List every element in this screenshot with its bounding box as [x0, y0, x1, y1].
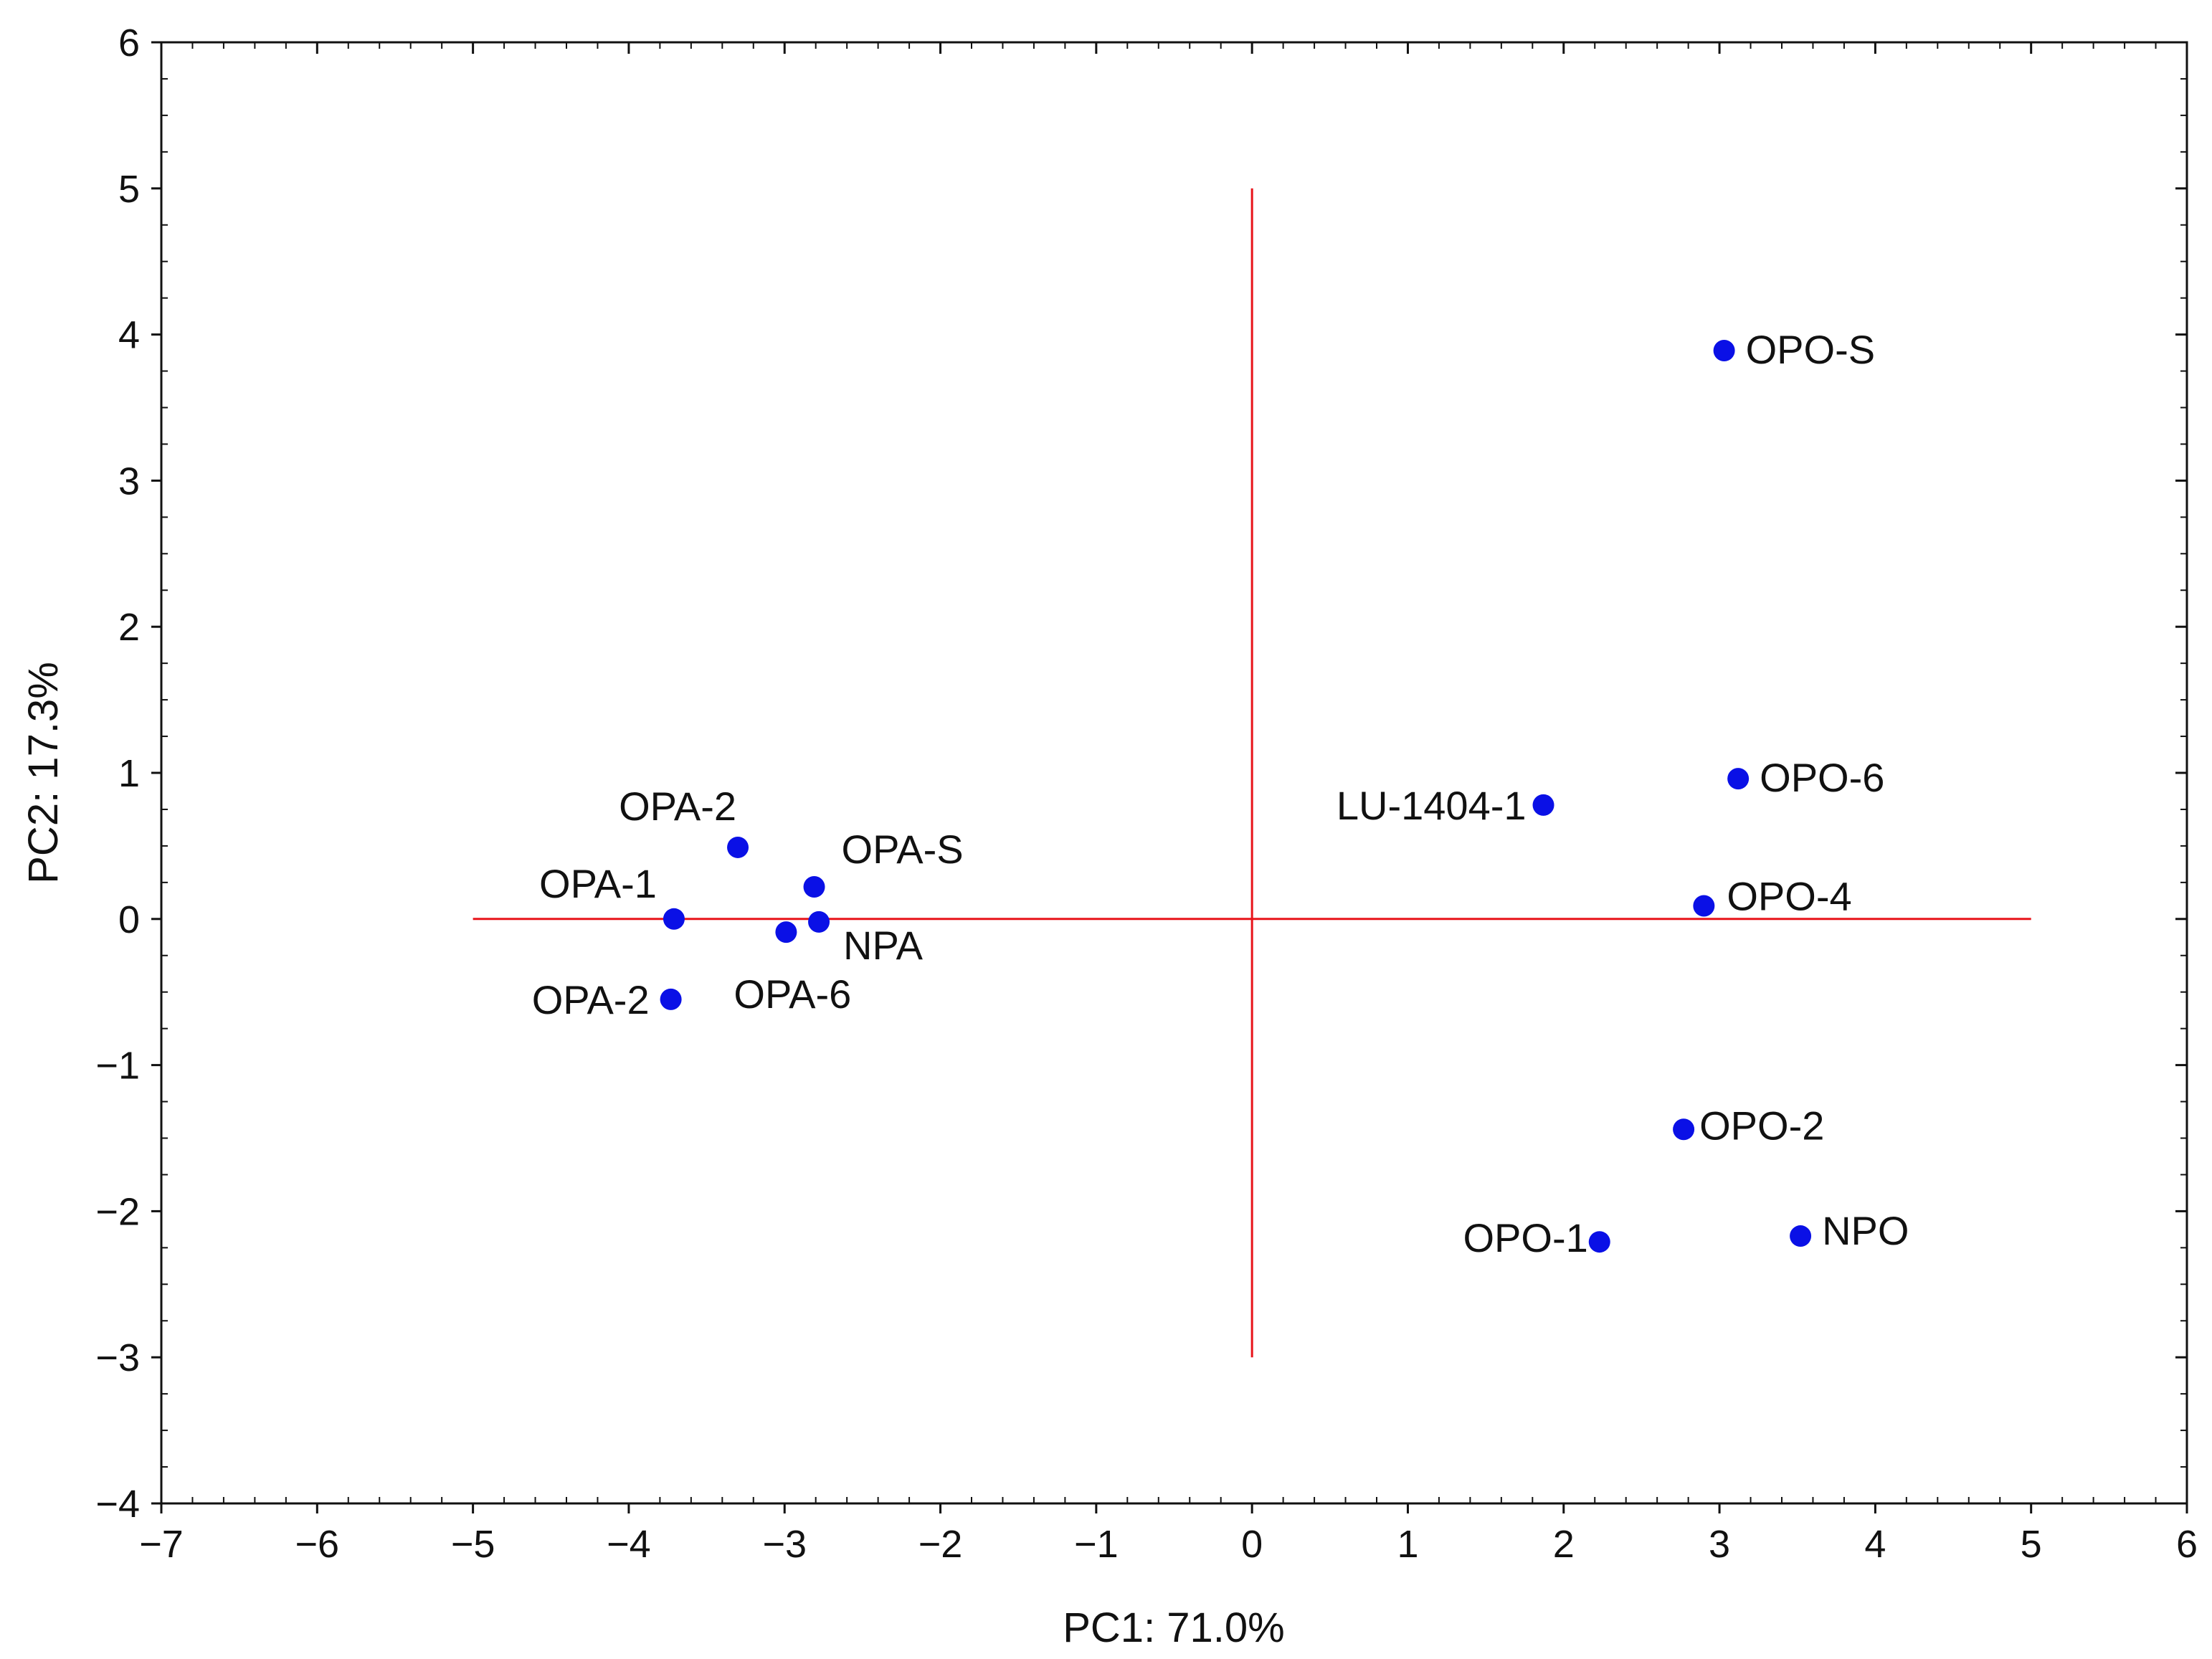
point-label: OPO-1	[1463, 1215, 1587, 1260]
y-axis-title: PC2: 17.3%	[20, 662, 67, 884]
y-tick-label: 2	[118, 606, 140, 649]
point-label: OPO-4	[1727, 873, 1851, 918]
point-label: OPA-1	[539, 861, 657, 906]
point-label: OPA-S	[842, 827, 964, 872]
data-point	[803, 875, 825, 898]
y-tick-label: 3	[118, 460, 140, 503]
data-point	[1790, 1225, 1812, 1247]
point-label: OPA-6	[734, 971, 851, 1017]
y-tick-label: 6	[118, 22, 140, 65]
data-point	[1532, 794, 1554, 816]
data-point	[727, 836, 749, 858]
x-tick-label: −3	[762, 1523, 807, 1566]
x-tick-label: −7	[139, 1523, 184, 1566]
point-label: OPO-2	[1699, 1103, 1824, 1148]
x-tick-label: 4	[1864, 1523, 1886, 1566]
data-point	[1713, 340, 1735, 362]
data-point	[1693, 895, 1715, 917]
x-tick-label: 1	[1397, 1523, 1418, 1566]
data-point	[808, 911, 830, 933]
x-tick-label: 5	[2021, 1523, 2042, 1566]
x-tick-label: 3	[1709, 1523, 1730, 1566]
data-point	[1673, 1118, 1695, 1141]
x-tick-label: −2	[918, 1523, 963, 1566]
x-tick-label: −4	[607, 1523, 651, 1566]
x-axis: −7 −6 −5 −4 −3 −2 −1 0 1 2 3 4 5 6	[139, 42, 2198, 1566]
x-tick-label: 2	[1553, 1523, 1575, 1566]
y-tick-label: 1	[118, 752, 140, 795]
data-point	[1588, 1231, 1610, 1253]
x-tick-label: 0	[1241, 1523, 1263, 1566]
point-label: OPA-2	[619, 784, 736, 829]
point-label: LU-1404-1	[1337, 783, 1527, 828]
point-label: OPO-6	[1760, 755, 1884, 800]
point-label: OPO-S	[1746, 327, 1875, 372]
y-axis: −4 −3 −2 −1 0 1 2 3 4 5 6	[95, 22, 2187, 1526]
x-tick-label: −1	[1074, 1523, 1119, 1566]
x-tick-label: −6	[295, 1523, 340, 1566]
data-point	[660, 988, 682, 1010]
y-tick-label: −1	[95, 1045, 140, 1088]
point-labels: OPO-S OPO-6 LU-1404-1 OPO-4 OPO-2 NPO OPO-1 OPA…	[532, 327, 1909, 1260]
minor-ticks	[161, 42, 2187, 1503]
y-tick-label: −2	[95, 1190, 140, 1233]
data-point	[1727, 768, 1750, 790]
reference-lines	[473, 188, 2031, 1358]
point-label: NPO	[1822, 1208, 1909, 1253]
x-tick-label: −5	[451, 1523, 495, 1566]
point-label: OPA-2	[532, 977, 650, 1022]
y-tick-label: −4	[95, 1483, 140, 1526]
point-label: NPA	[843, 923, 924, 968]
data-point	[775, 921, 797, 943]
y-tick-label: −3	[95, 1336, 140, 1379]
y-tick-label: 5	[118, 168, 140, 211]
x-axis-title: PC1: 71.0%	[1063, 1605, 1285, 1651]
y-tick-label: 4	[118, 314, 140, 357]
data-points	[660, 340, 1812, 1253]
data-point	[663, 908, 685, 930]
y-tick-label: 0	[118, 898, 140, 941]
x-tick-label: 6	[2176, 1523, 2198, 1566]
